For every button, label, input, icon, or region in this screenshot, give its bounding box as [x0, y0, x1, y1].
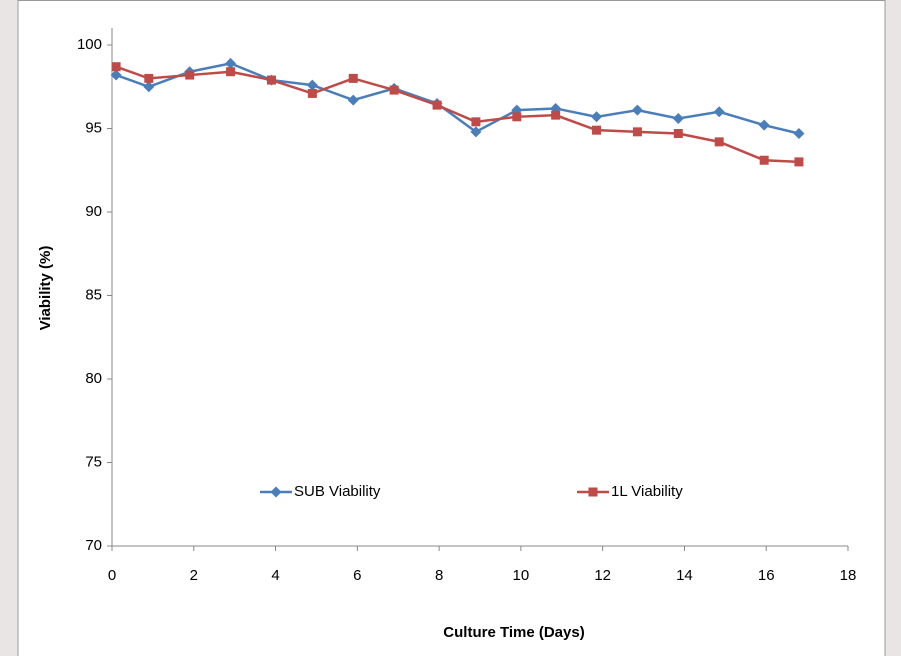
marker: [270, 486, 282, 498]
marker: [713, 106, 725, 118]
x-tick-label: 18: [840, 567, 857, 584]
marker: [307, 88, 317, 98]
legend-label: SUB Viability: [294, 483, 381, 500]
marker: [794, 157, 804, 167]
marker: [143, 81, 155, 93]
y-tick-label: 75: [85, 453, 102, 470]
marker: [348, 73, 358, 83]
marker: [592, 125, 602, 135]
y-axis-title: Viability (%): [37, 246, 54, 331]
marker: [471, 117, 481, 127]
y-tick-label: 100: [77, 36, 102, 53]
marker: [389, 85, 399, 95]
series-line: [115, 65, 799, 164]
x-tick-label: 14: [676, 567, 693, 584]
x-tick-label: 6: [353, 567, 361, 584]
x-tick-label: 8: [435, 567, 443, 584]
marker: [432, 100, 442, 110]
marker: [551, 110, 561, 120]
marker: [793, 128, 805, 140]
marker: [306, 79, 318, 91]
marker: [631, 104, 643, 116]
marker: [110, 69, 122, 81]
marker: [591, 111, 603, 123]
legend-label: 1L Viability: [611, 483, 683, 500]
marker: [226, 67, 236, 77]
marker: [470, 126, 482, 138]
x-tick-label: 0: [108, 567, 116, 584]
marker: [266, 75, 276, 85]
x-tick-label: 10: [513, 567, 530, 584]
y-tick-label: 90: [85, 203, 102, 220]
marker: [632, 127, 642, 137]
x-tick-label: 16: [758, 567, 775, 584]
marker: [673, 129, 683, 139]
y-tick-label: 70: [85, 537, 102, 554]
x-tick-label: 4: [271, 567, 279, 584]
marker: [759, 155, 769, 165]
y-tick-label: 95: [85, 119, 102, 136]
chart-panel: [17, 0, 886, 656]
marker: [347, 94, 359, 106]
marker: [588, 487, 598, 497]
marker: [714, 137, 724, 147]
x-tick-label: 12: [594, 567, 611, 584]
marker: [144, 73, 154, 83]
y-tick-label: 85: [85, 286, 102, 303]
marker: [672, 112, 684, 124]
marker: [111, 62, 121, 72]
marker: [185, 70, 195, 80]
marker: [225, 57, 237, 69]
marker: [512, 112, 522, 122]
x-tick-label: 2: [190, 567, 198, 584]
series-line: [115, 62, 800, 135]
marker: [758, 119, 770, 131]
y-tick-label: 80: [85, 370, 102, 387]
x-axis-title: Culture Time (Days): [443, 624, 584, 641]
